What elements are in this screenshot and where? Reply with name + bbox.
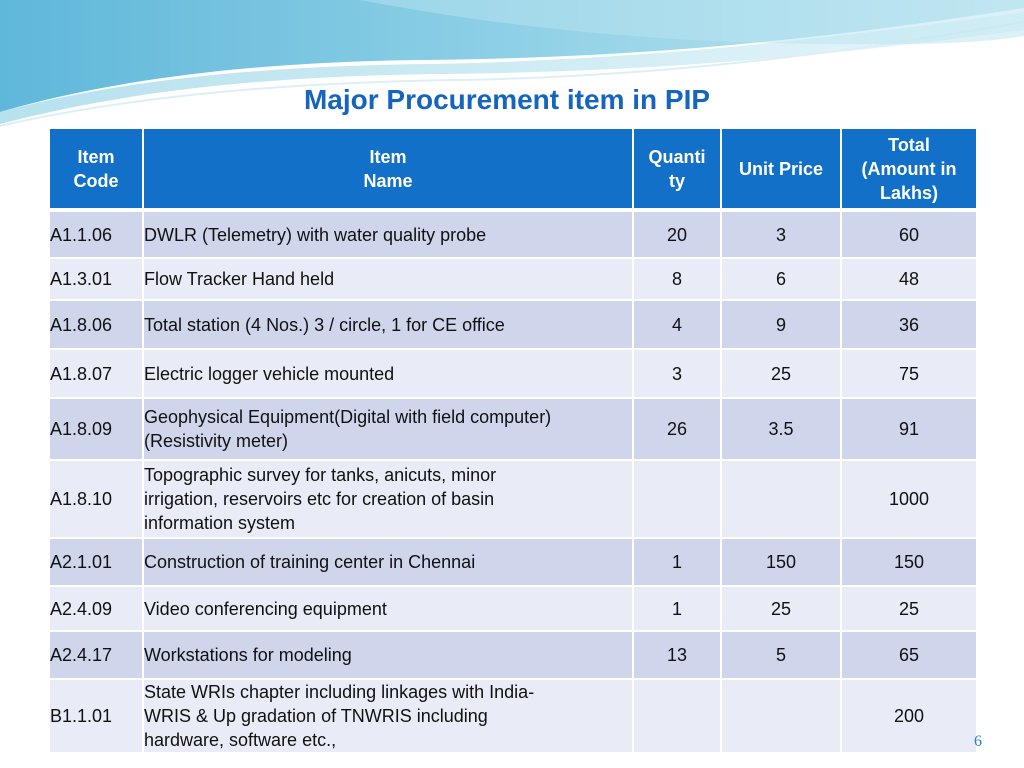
cell-name: Construction of training center in Chenn… — [142, 537, 634, 587]
cell-price: 6 — [720, 257, 842, 301]
table-row: A2.4.17 Workstations for modeling 13 5 6… — [48, 630, 978, 680]
cell-name: Total station (4 Nos.) 3 / circle, 1 for… — [142, 299, 634, 350]
cell-qty: 1 — [632, 537, 722, 587]
cell-price — [720, 459, 842, 539]
cell-qty: 4 — [632, 299, 722, 350]
table-row: A1.1.06 DWLR (Telemetry) with water qual… — [48, 209, 978, 259]
cell-total: 36 — [840, 299, 978, 350]
table-row: B1.1.01 State WRIs chapter including lin… — [48, 678, 978, 754]
cell-total: 1000 — [840, 459, 978, 539]
cell-name: DWLR (Telemetry) with water quality prob… — [142, 209, 634, 259]
table-row: A1.8.06 Total station (4 Nos.) 3 / circl… — [48, 299, 978, 350]
cell-name: Flow Tracker Hand held — [142, 257, 634, 301]
page-title: Major Procurement item in PIP — [303, 84, 711, 115]
cell-total: 60 — [840, 209, 978, 259]
cell-total: 150 — [840, 537, 978, 587]
cell-qty: 26 — [632, 397, 722, 461]
header-total: Total (Amount in Lakhs) — [840, 127, 978, 212]
cell-price: 3 — [720, 209, 842, 259]
header-unit-price: Unit Price — [720, 127, 842, 212]
cell-name: Topographic survey for tanks, anicuts, m… — [142, 459, 634, 539]
table-row: A1.8.10 Topographic survey for tanks, an… — [48, 459, 978, 539]
cell-code: A1.8.07 — [48, 348, 144, 399]
cell-qty: 8 — [632, 257, 722, 301]
cell-code: A2.4.09 — [48, 585, 144, 632]
table-row: A2.1.01 Construction of training center … — [48, 537, 978, 587]
header-quantity: Quanti ty — [632, 127, 722, 212]
cell-price: 25 — [720, 585, 842, 632]
table-row: A1.8.07 Electric logger vehicle mounted … — [48, 348, 978, 399]
cell-total: 91 — [840, 397, 978, 461]
cell-price: 25 — [720, 348, 842, 399]
cell-price — [720, 678, 842, 754]
cell-price: 3.5 — [720, 397, 842, 461]
cell-qty — [632, 678, 722, 754]
cell-price: 9 — [720, 299, 842, 350]
header-item-code: Item Code — [48, 127, 144, 212]
table-row: A2.4.09 Video conferencing equipment 1 2… — [48, 585, 978, 632]
cell-name: Workstations for modeling — [142, 630, 634, 680]
cell-code: A1.1.06 — [48, 209, 144, 259]
cell-total: 200 — [840, 678, 978, 754]
cell-name: Geophysical Equipment(Digital with field… — [142, 397, 634, 461]
cell-code: A1.8.10 — [48, 459, 144, 539]
cell-qty — [632, 459, 722, 539]
page-number: 6 — [974, 733, 982, 750]
cell-qty: 1 — [632, 585, 722, 632]
header-item-name: Item Name — [142, 127, 634, 212]
header-wave-decoration — [0, 0, 1024, 127]
cell-total: 25 — [840, 585, 978, 632]
cell-code: B1.1.01 — [48, 678, 144, 754]
cell-total: 75 — [840, 348, 978, 399]
table-row: A1.8.09 Geophysical Equipment(Digital wi… — [48, 397, 978, 461]
cell-qty: 13 — [632, 630, 722, 680]
table-row: A1.3.01 Flow Tracker Hand held 8 6 48 — [48, 257, 978, 301]
cell-name: State WRIs chapter including linkages wi… — [142, 678, 634, 754]
cell-price: 5 — [720, 630, 842, 680]
table-header-row: Item Code Item Name Quanti ty Unit Price… — [48, 127, 978, 212]
cell-price: 150 — [720, 537, 842, 587]
cell-qty: 20 — [632, 209, 722, 259]
cell-code: A2.4.17 — [48, 630, 144, 680]
cell-qty: 3 — [632, 348, 722, 399]
cell-code: A1.8.06 — [48, 299, 144, 350]
cell-code: A2.1.01 — [48, 537, 144, 587]
cell-code: A1.3.01 — [48, 257, 144, 301]
cell-total: 65 — [840, 630, 978, 680]
cell-name: Electric logger vehicle mounted — [142, 348, 634, 399]
procurement-table: Item Code Item Name Quanti ty Unit Price… — [48, 127, 978, 754]
cell-total: 48 — [840, 257, 978, 301]
cell-code: A1.8.09 — [48, 397, 144, 461]
cell-name: Video conferencing equipment — [142, 585, 634, 632]
